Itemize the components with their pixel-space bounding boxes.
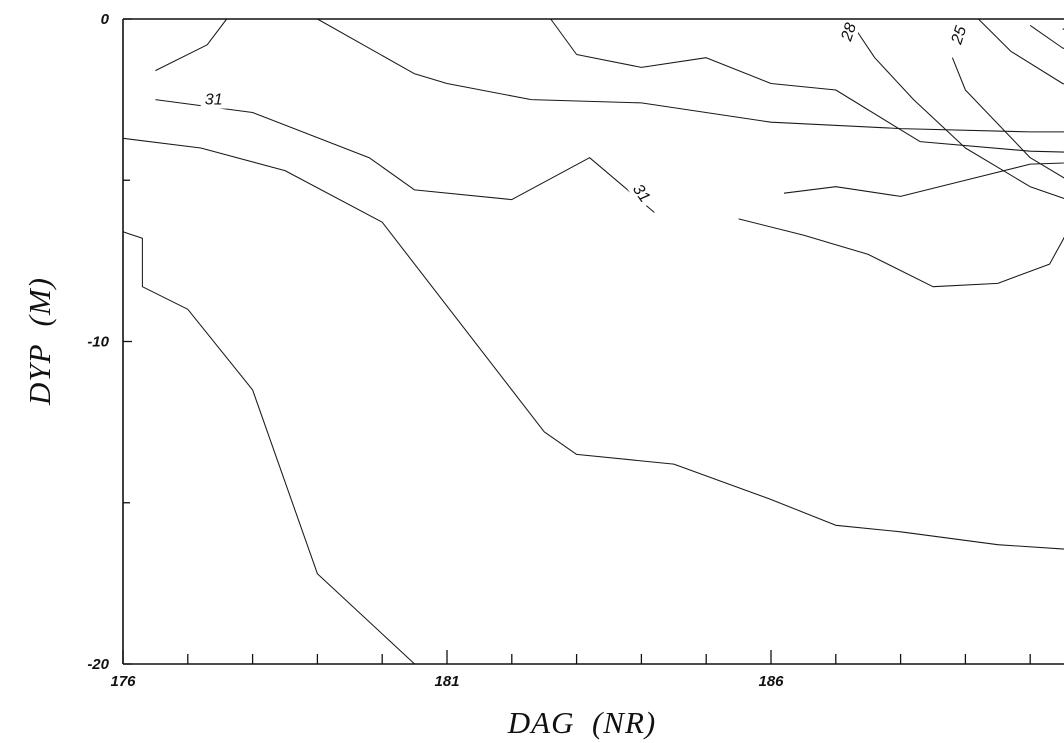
axis-ticks xyxy=(122,18,1031,665)
x-tick-label: 186 xyxy=(758,673,784,690)
y-tick-label: 0 xyxy=(101,11,110,28)
y-axis-title: DYP (M) xyxy=(22,277,57,406)
x-tick-label: 176 xyxy=(110,673,136,690)
contour-label-background xyxy=(200,89,227,109)
contour-label-background xyxy=(626,176,658,210)
axes xyxy=(122,18,1064,665)
x-tick-label: 181 xyxy=(434,673,459,690)
contour-line-6 xyxy=(738,218,1064,288)
contour-line-12 xyxy=(978,18,1064,85)
y-tick-label: -10 xyxy=(87,334,109,351)
contour-label-group: 31 xyxy=(200,89,227,109)
contour-lines xyxy=(122,18,1064,665)
y-tick-label: -20 xyxy=(87,656,109,673)
contour-line-11 xyxy=(783,162,1064,197)
contour-label-background xyxy=(835,16,862,48)
contour-label-group: 31 xyxy=(626,176,658,210)
contour-label: 31 xyxy=(205,92,223,109)
contour-line-1 xyxy=(155,18,1064,133)
x-axis-title: DAG (NR) xyxy=(507,705,656,740)
contour-line-3 xyxy=(122,231,415,665)
contour-line-4 xyxy=(550,18,1064,153)
axis-tick-labels: 1761811861911962010-10-20 xyxy=(87,11,784,690)
contour-label-group: 28 xyxy=(835,16,862,48)
contour-line-14 xyxy=(1029,24,1064,49)
contour-label-background xyxy=(945,19,972,51)
contour-line-10 xyxy=(848,18,1064,200)
contour-line-2 xyxy=(122,137,1064,550)
contour-labels: 31282531283131 xyxy=(200,16,972,210)
contour-label-group: 25 xyxy=(945,19,972,51)
contour-line-9 xyxy=(951,57,1064,179)
contour-line-5 xyxy=(155,99,655,213)
contour-label: 25 xyxy=(948,24,970,47)
contour-label: 28 xyxy=(838,21,860,44)
